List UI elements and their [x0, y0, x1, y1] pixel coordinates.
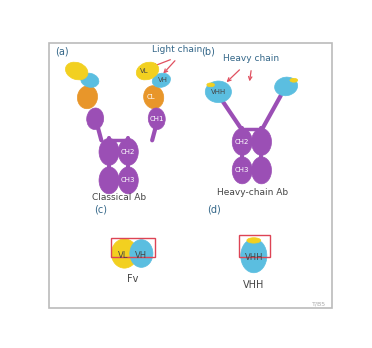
Text: Heavy chain: Heavy chain	[224, 54, 279, 63]
Text: VHH: VHH	[211, 89, 226, 95]
Text: CH2: CH2	[120, 149, 135, 155]
Text: VHH: VHH	[243, 280, 264, 290]
Ellipse shape	[148, 108, 165, 129]
Text: CH2: CH2	[235, 139, 250, 145]
Ellipse shape	[77, 86, 97, 109]
Text: (d): (d)	[208, 205, 221, 215]
Ellipse shape	[111, 239, 138, 268]
Ellipse shape	[99, 167, 119, 194]
Text: (a): (a)	[55, 46, 69, 56]
Ellipse shape	[144, 86, 164, 109]
Ellipse shape	[275, 77, 298, 96]
Ellipse shape	[130, 240, 153, 267]
Text: (b): (b)	[201, 46, 215, 56]
Ellipse shape	[136, 62, 159, 80]
Ellipse shape	[251, 128, 272, 155]
Ellipse shape	[232, 128, 252, 155]
Text: VH: VH	[135, 251, 147, 260]
Bar	[239, 235, 270, 256]
Ellipse shape	[247, 238, 261, 243]
Ellipse shape	[205, 81, 231, 103]
Text: Heavy-chain Ab: Heavy-chain Ab	[217, 188, 288, 197]
Text: VL: VL	[118, 251, 128, 260]
Ellipse shape	[65, 62, 88, 80]
Text: CH3: CH3	[120, 177, 135, 183]
Ellipse shape	[232, 157, 252, 184]
Text: VHH: VHH	[244, 253, 263, 262]
Ellipse shape	[118, 139, 138, 165]
Ellipse shape	[81, 73, 99, 87]
Text: VH: VH	[158, 77, 168, 83]
Text: Classical Ab: Classical Ab	[92, 193, 146, 202]
Text: Light chain: Light chain	[152, 45, 202, 54]
Text: CH3: CH3	[235, 167, 250, 173]
Ellipse shape	[118, 167, 138, 194]
Text: VL: VL	[140, 68, 149, 74]
Ellipse shape	[152, 73, 170, 87]
Text: CH1: CH1	[150, 116, 164, 122]
Text: T/B5: T/B5	[312, 301, 326, 306]
Ellipse shape	[251, 157, 272, 184]
Bar	[110, 238, 155, 256]
Ellipse shape	[241, 239, 267, 273]
Ellipse shape	[290, 78, 298, 82]
Text: Fv: Fv	[127, 274, 139, 284]
Ellipse shape	[87, 108, 104, 129]
Ellipse shape	[207, 83, 215, 87]
Text: (c): (c)	[94, 205, 107, 215]
Ellipse shape	[99, 139, 119, 165]
Text: CL: CL	[147, 94, 156, 100]
